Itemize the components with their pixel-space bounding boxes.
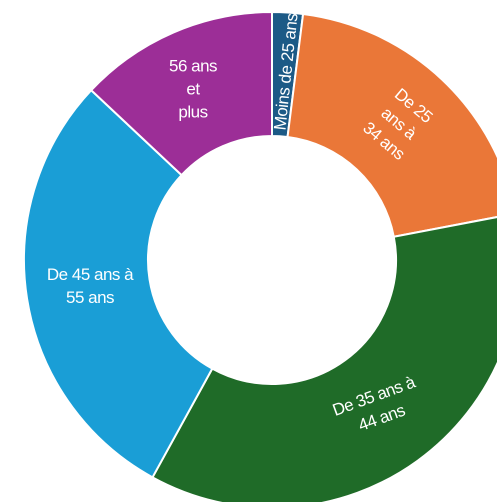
label-line: 55 ans xyxy=(66,288,114,307)
slice xyxy=(151,216,497,502)
label-group: De 45 ans à 55 ans xyxy=(47,265,135,307)
label-line: plus xyxy=(178,102,207,121)
slice-label: 56 ans et plus xyxy=(169,56,218,121)
label-line: et xyxy=(186,79,200,98)
slice xyxy=(89,10,273,177)
slice xyxy=(286,12,497,238)
slice-label: De 45 ans à 55 ans xyxy=(47,265,135,307)
slice xyxy=(23,88,214,479)
label-group: 56 ans et plus xyxy=(169,56,218,121)
label-line: De 45 ans à xyxy=(47,265,134,284)
label-line: 56 ans xyxy=(169,56,217,75)
